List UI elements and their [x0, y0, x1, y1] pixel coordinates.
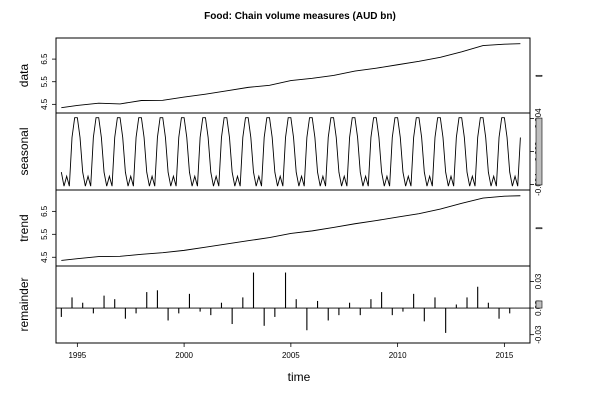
- y-tick-label-remainder: 0.03: [534, 273, 543, 289]
- y-axis-label-data: data: [17, 63, 31, 87]
- x-axis-label: time: [288, 370, 311, 384]
- chart-panels: 4.55.56.5data-0.0040.0000.004seasonal4.5…: [17, 37, 543, 344]
- x-tick-label: 2015: [495, 351, 513, 360]
- panel-frame-trend: [55, 189, 531, 267]
- panel-seasonal: -0.0040.0000.004seasonal: [17, 108, 543, 196]
- chart-title: Food: Chain volume measures (AUD bn): [204, 11, 396, 22]
- x-tick-label: 2005: [282, 351, 300, 360]
- scale-bar-remainder: [535, 300, 543, 309]
- x-tick-label: 2000: [175, 351, 193, 360]
- y-tick-label-trend: 5.5: [40, 228, 49, 240]
- series-line-trend: [61, 195, 521, 261]
- panel-frame-remainder: [55, 265, 531, 344]
- panel-trend: 4.5 5.5 6.5 trend: [17, 189, 543, 267]
- panel-frame-data: [55, 37, 531, 114]
- x-tick-label: 2010: [389, 351, 407, 360]
- series-line-data: [61, 43, 521, 109]
- x-tick-label: 1995: [68, 351, 86, 360]
- y-axis-label-seasonal: seasonal: [17, 127, 31, 175]
- series-line-seasonal: [60, 117, 521, 187]
- y-tick-label-trend: 4.5: [40, 251, 49, 263]
- panel-data: 4.5 5.5 6.5 data: [17, 37, 543, 114]
- scale-bar-seasonal: [535, 117, 543, 186]
- y-tick-label-trend: 6.5: [40, 205, 49, 217]
- y-tick-label-data: 4.5: [40, 98, 49, 110]
- y-tick-label-data: 6.5: [40, 53, 49, 65]
- x-axis: 1995 2000 2005 2010 2015: [68, 343, 514, 360]
- y-tick-label-data: 5.5: [40, 76, 49, 88]
- scale-bar-trend: [535, 227, 543, 230]
- y-axis-label-trend: trend: [17, 214, 31, 241]
- y-axis-label-remainder: remainder: [17, 277, 31, 331]
- scale-bar-data: [535, 74, 543, 77]
- y-tick-label-remainder: -0.03: [534, 325, 543, 344]
- panel-frame-seasonal: [55, 112, 531, 191]
